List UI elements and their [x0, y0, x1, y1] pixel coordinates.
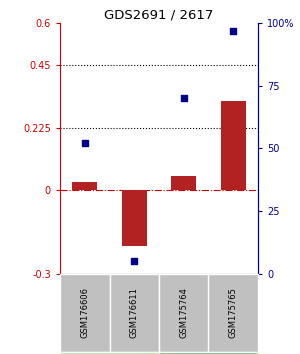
Text: GSM175765: GSM175765 [229, 287, 238, 338]
Bar [122, 190, 147, 246]
Text: GSM176606: GSM176606 [80, 287, 89, 338]
Point [231, 28, 236, 33]
Text: GSM176611: GSM176611 [130, 287, 139, 338]
Point [132, 258, 137, 264]
Bar [72, 182, 97, 190]
Point [82, 141, 87, 146]
Point [181, 96, 186, 101]
Bar [171, 176, 196, 190]
Bar [221, 101, 246, 190]
Title: GDS2691 / 2617: GDS2691 / 2617 [104, 9, 214, 22]
Text: GSM175764: GSM175764 [179, 287, 188, 338]
